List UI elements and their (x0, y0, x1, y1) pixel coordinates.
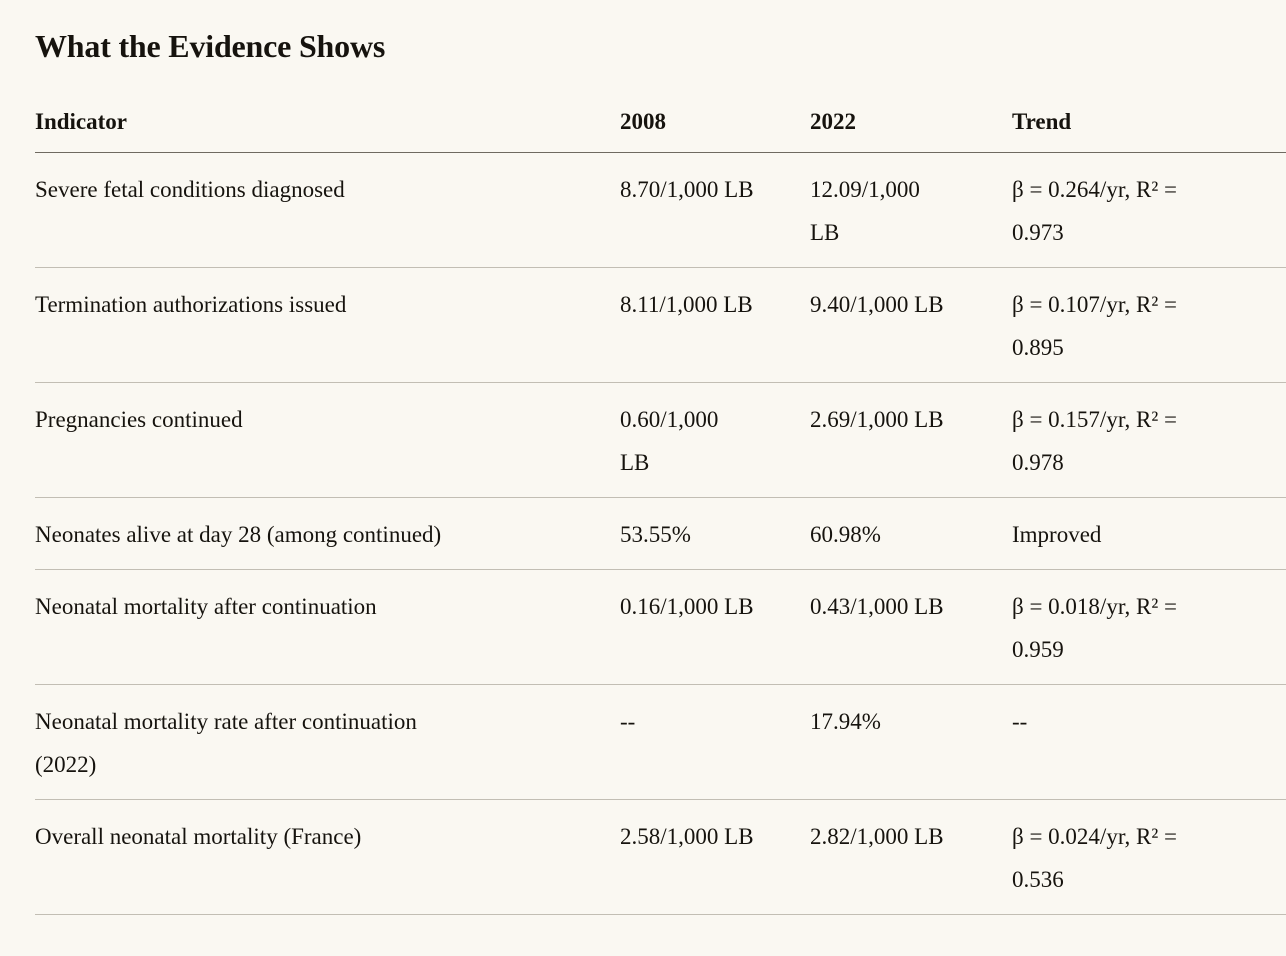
cell-2008: -- (620, 684, 810, 800)
cell-indicator: Severe fetal conditions diagnosed (35, 152, 620, 268)
cell-2022: 60.98% (810, 497, 1012, 570)
evidence-table: Indicator 2008 2022 Trend Severe fetal c… (35, 66, 1286, 915)
cell-trend: β = 0.018/yr, R² = 0.959 (1012, 569, 1286, 685)
section-title: What the Evidence Shows (35, 28, 386, 64)
cell-2008: 8.11/1,000 LB (620, 267, 810, 383)
cell-indicator: Pregnancies continued (35, 382, 620, 498)
cell-indicator: Termination authorizations issued (35, 267, 620, 383)
cell-2022: 9.40/1,000 LB (810, 267, 1012, 383)
table-header-row: Indicator 2008 2022 Trend (35, 66, 1286, 153)
table-row: Termination authorizations issued 8.11/1… (35, 267, 1286, 383)
column-header-2022: 2022 (810, 66, 1012, 153)
cell-2022: 17.94% (810, 684, 1012, 800)
table-row: Neonatal mortality after continuation 0.… (35, 569, 1286, 685)
cell-indicator: Neonates alive at day 28 (among continue… (35, 497, 620, 570)
cell-2022: 2.82/1,000 LB (810, 799, 1012, 915)
cell-2022: 12.09/1,000 LB (810, 152, 1012, 268)
cell-2022: 2.69/1,000 LB (810, 382, 1012, 498)
cell-trend: Improved (1012, 497, 1286, 570)
cell-trend: β = 0.024/yr, R² = 0.536 (1012, 799, 1286, 915)
cell-trend: β = 0.264/yr, R² = 0.973 (1012, 152, 1286, 268)
cell-2008: 0.60/1,000 LB (620, 382, 810, 498)
table-row: Severe fetal conditions diagnosed 8.70/1… (35, 152, 1286, 268)
cell-2008: 2.58/1,000 LB (620, 799, 810, 915)
cell-indicator: Neonatal mortality rate after continuati… (35, 684, 620, 800)
cell-2008: 53.55% (620, 497, 810, 570)
cell-trend: β = 0.157/yr, R² = 0.978 (1012, 382, 1286, 498)
cell-2008: 8.70/1,000 LB (620, 152, 810, 268)
cell-indicator: Neonatal mortality after continuation (35, 569, 620, 685)
column-header-trend: Trend (1012, 66, 1286, 153)
column-header-indicator: Indicator (35, 66, 620, 153)
cell-indicator: Overall neonatal mortality (France) (35, 799, 620, 915)
table-row: Neonatal mortality rate after continuati… (35, 684, 1286, 800)
table-row: Pregnancies continued 0.60/1,000 LB 2.69… (35, 382, 1286, 498)
column-header-2008: 2008 (620, 66, 810, 153)
table-row: Neonates alive at day 28 (among continue… (35, 497, 1286, 570)
cell-2022: 0.43/1,000 LB (810, 569, 1012, 685)
table-row: Overall neonatal mortality (France) 2.58… (35, 799, 1286, 915)
cell-trend: -- (1012, 684, 1286, 800)
cell-2008: 0.16/1,000 LB (620, 569, 810, 685)
cell-trend: β = 0.107/yr, R² = 0.895 (1012, 267, 1286, 383)
